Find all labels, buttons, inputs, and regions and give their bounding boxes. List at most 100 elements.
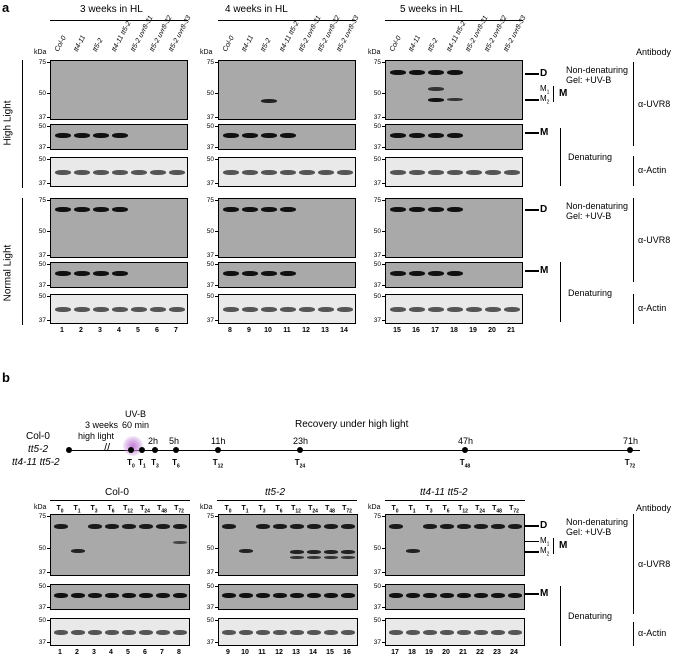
- blot-b-denat-g1: [50, 584, 190, 610]
- band: [93, 207, 109, 212]
- marker-label: 37: [373, 114, 381, 121]
- band-monomer: [261, 99, 277, 103]
- lane-number: 20: [488, 327, 496, 334]
- label-M-b-den: M: [540, 588, 549, 599]
- band-dimer: [307, 524, 321, 529]
- band: [93, 307, 109, 312]
- timeline-note-2: high light: [78, 431, 115, 441]
- band-monomer: [290, 550, 304, 554]
- lane-label-2: tt4-11: [72, 34, 88, 53]
- band: [273, 593, 287, 598]
- band: [261, 307, 277, 312]
- band-dimer: [105, 524, 119, 529]
- band: [242, 170, 258, 175]
- lane-number: 13: [292, 649, 300, 656]
- band: [112, 170, 128, 175]
- band-monomer: [341, 550, 355, 554]
- band: [74, 307, 90, 312]
- timeline-hour: 23h: [293, 436, 309, 446]
- band: [93, 271, 109, 276]
- band: [390, 133, 406, 138]
- ab-bracket-a-high-uvr8: [633, 62, 634, 146]
- marker-label: 37: [206, 639, 214, 646]
- row-label-high-light: High Light: [2, 100, 14, 146]
- band: [491, 593, 505, 598]
- lane-tpoint-label: T12: [123, 505, 133, 515]
- marker-label: 50: [373, 261, 381, 268]
- marker-tick: [215, 285, 218, 286]
- band: [74, 170, 90, 175]
- timeline-dot: [627, 447, 633, 453]
- group-header-4w: 4 weeks in HL: [225, 4, 288, 15]
- label-D-b: D: [540, 520, 548, 531]
- lane-tpoint-label: T24: [475, 505, 485, 515]
- band-dimer: [341, 524, 355, 529]
- marker-label: 75: [38, 59, 46, 66]
- marker-label: 37: [206, 252, 214, 259]
- blot-a-high-nondenat-g2: [218, 60, 356, 120]
- band-m2: [428, 98, 444, 102]
- band: [290, 593, 304, 598]
- blot-a-normal-nondenat-g1: [50, 198, 188, 258]
- marker-tick: [215, 607, 218, 608]
- timeline-start-dot: [66, 447, 72, 453]
- band: [290, 630, 304, 635]
- band: [428, 170, 444, 175]
- timeline-tpoint: T48: [459, 458, 471, 470]
- marker-tick: [215, 62, 218, 63]
- band-dimer: [54, 524, 68, 529]
- band-dimer: [508, 524, 522, 529]
- band: [508, 630, 522, 635]
- marker-tick: [47, 285, 50, 286]
- lane-number: 1: [60, 327, 64, 334]
- band: [139, 630, 153, 635]
- blot-a-normal-actin-g3: [385, 294, 523, 324]
- marker-tick: [382, 264, 385, 265]
- timeline-dot: [215, 447, 221, 453]
- marker-tick: [47, 620, 50, 621]
- marker-label: 50: [38, 156, 46, 163]
- band: [280, 271, 296, 276]
- band: [389, 593, 403, 598]
- marker-label: 37: [206, 180, 214, 187]
- arrow-M2-a: [525, 99, 539, 101]
- lane-tpoint-label: T24: [140, 505, 150, 515]
- uvb-glow: [123, 436, 143, 456]
- timeline-uvb-1: UV-B: [125, 409, 147, 419]
- label-M-a-den-high: M: [540, 127, 549, 138]
- marker-label: 37: [373, 282, 381, 289]
- ab-bracket-b-actin: [633, 622, 634, 646]
- bracket-M-a: [553, 86, 554, 102]
- marker-tick: [382, 159, 385, 160]
- band: [173, 630, 187, 635]
- band: [71, 593, 85, 598]
- blot-b-denat-g3: [385, 584, 525, 610]
- lane-number: 2: [75, 649, 79, 656]
- band-m1: [428, 87, 444, 91]
- band: [93, 133, 109, 138]
- band: [93, 170, 109, 175]
- blot-b-nondenat-g2: [218, 514, 358, 576]
- marker-label: 37: [38, 252, 46, 259]
- denat-a-normal: Denaturing: [568, 288, 613, 298]
- lane-label-17: tt5-2: [426, 37, 440, 53]
- timeline-genotype-tt4tt5: tt4-11 tt5-2: [12, 457, 60, 468]
- marker-label: 50: [373, 617, 381, 624]
- lane-label-8: Col-0: [221, 34, 236, 53]
- band-m2: [324, 556, 338, 559]
- band-m2: [290, 556, 304, 559]
- marker-tick: [47, 516, 50, 517]
- blot-a-normal-nondenat-g2: [218, 198, 356, 258]
- marker-label: 50: [206, 123, 214, 130]
- marker-tick: [47, 572, 50, 573]
- band: [440, 630, 454, 635]
- band: [409, 170, 425, 175]
- band: [324, 630, 338, 635]
- band: [74, 271, 90, 276]
- lane-tpoint-label: T1: [73, 505, 81, 515]
- band: [242, 207, 258, 212]
- lane-number: 7: [174, 327, 178, 334]
- nondenat-a-normal-2: Gel: +UV-B: [566, 211, 612, 221]
- lane-number: 16: [343, 649, 351, 656]
- marker-tick: [382, 285, 385, 286]
